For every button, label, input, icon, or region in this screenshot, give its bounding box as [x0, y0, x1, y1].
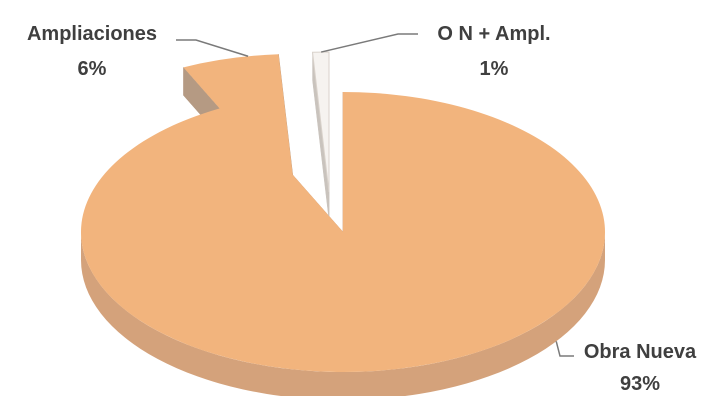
slice-top-ampliaciones: [183, 54, 295, 194]
label-on-ampl-percent: 1%: [480, 58, 509, 80]
label-obra-nueva-percent: 93%: [620, 373, 660, 395]
slice-top-obra-nueva: [80, 92, 605, 373]
slice-outer-wall: [81, 232, 605, 396]
label-ampliaciones-percent: 6%: [78, 58, 107, 80]
pie-tops: [80, 51, 605, 373]
leader-lines: [176, 33, 574, 357]
leader-line-ampliaciones: [176, 39, 249, 57]
label-ampliaciones-name: Ampliaciones: [27, 23, 157, 45]
leader-line-obra-nueva: [555, 341, 574, 357]
slice-top-on-ampl: [311, 51, 330, 193]
label-obra-nueva-name: Obra Nueva: [584, 341, 697, 363]
leader-line-on-ampl: [320, 33, 418, 53]
label-on-ampl-name: O N + Ampl.: [437, 23, 550, 45]
